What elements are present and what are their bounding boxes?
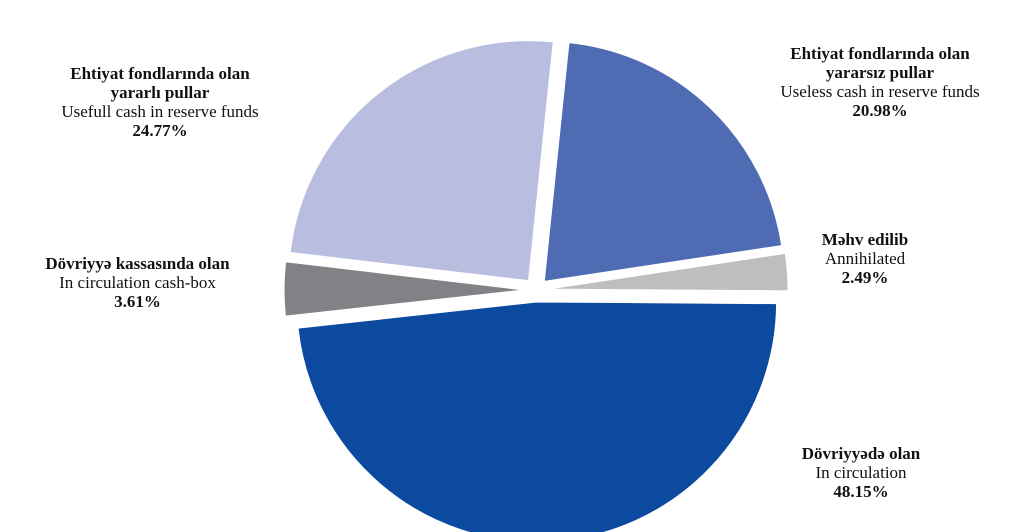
label-az-line2: yararsız pullar <box>825 63 935 82</box>
slice-usefull-reserve <box>289 40 554 282</box>
label-annihilated: Məhv edilib Annihilated 2.49% <box>790 230 940 287</box>
label-percent: 20.98% <box>852 101 908 120</box>
slice-circulation-cash-box <box>283 261 525 317</box>
label-percent: 48.15% <box>833 482 889 501</box>
label-az: Dövriyyə kassasında olan <box>45 254 230 273</box>
label-en: Annihilated <box>824 249 906 268</box>
label-in-circulation: Dövriyyədə olan In circulation 48.15% <box>766 444 956 501</box>
label-percent: 24.77% <box>132 121 188 140</box>
slice-useless-reserve <box>543 42 783 282</box>
slice-annihilated <box>547 252 789 292</box>
label-en: In circulation cash-box <box>59 273 216 292</box>
label-az: Dövriyyədə olan <box>801 444 921 463</box>
slice-in-circulation <box>297 301 778 532</box>
label-usefull-reserve: Ehtiyat fondlarında olan yararlı pullar … <box>10 64 310 140</box>
label-az-line1: Ehtiyat fondlarında olan <box>790 44 970 63</box>
label-az: Məhv edilib <box>821 230 909 249</box>
label-percent: 2.49% <box>841 268 889 287</box>
label-percent: 3.61% <box>114 292 161 311</box>
label-en: Usefull cash in reserve funds <box>61 102 259 121</box>
label-az-line1: Ehtiyat fondlarında olan <box>70 64 250 83</box>
label-en: Useless cash in reserve funds <box>780 82 980 101</box>
label-useless-reserve: Ehtiyat fondlarında olan yararsız pullar… <box>740 44 1020 120</box>
label-en: In circulation <box>815 463 907 482</box>
label-az-line2: yararlı pullar <box>110 83 210 102</box>
label-circulation-cash-box: Dövriyyə kassasında olan In circulation … <box>0 254 275 311</box>
